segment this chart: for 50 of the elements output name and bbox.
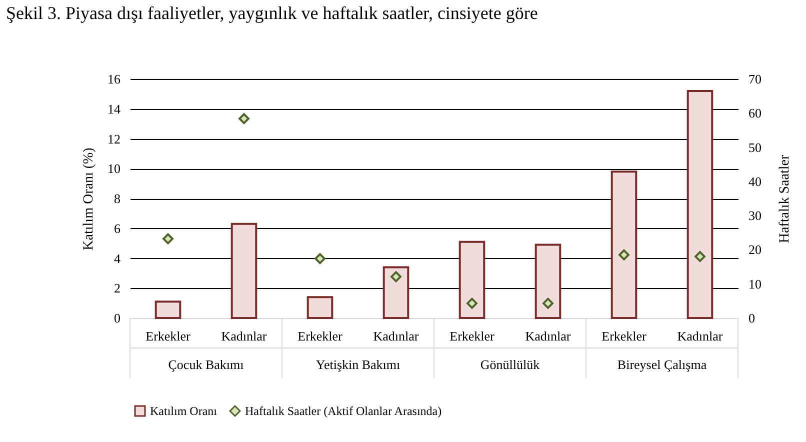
bar [458,240,486,319]
y2-tick-label: 10 [748,276,762,292]
text: Bireysel Çalışma [617,357,707,372]
x-tick-label: Erkekler [602,328,648,344]
point [238,113,250,124]
y-tick-label: 12 [108,131,120,146]
bar [610,170,638,319]
y-tick-label: 8 [114,191,120,206]
point [390,271,402,282]
point [618,249,630,260]
legend-label: Katılım Oranı [150,404,218,418]
y-tick-label: 16 [108,72,121,86]
y2-tick-label: 70 [748,72,762,86]
y2-axis-title: Haftalık Saatler [778,154,792,244]
text: Yetişkin Bakımı [316,357,401,372]
text: Gönüllülük [480,357,540,372]
x-tick-label: Kadınlar [525,328,572,344]
point [694,251,706,262]
bar [686,90,714,319]
x-tick-label: Kadınlar [677,328,724,344]
y2-tick-label: 40 [748,174,762,189]
bar [154,300,182,319]
y2-tick-label: 50 [748,140,762,155]
x-tick-label: Erkekler [450,328,496,344]
y-tick-label: 0 [114,310,120,326]
bar [534,244,562,319]
chart-title: Şekil 3. Piyasa dışı faaliyetler, yaygınlık ve haftalık saatler, cinsiyete göre [6,3,538,23]
y2-tick-label: 0 [748,310,755,326]
bar [306,296,334,319]
y-tick-label: 14 [108,101,121,116]
point [542,298,554,309]
text: Çocuk Bakımı [168,357,244,372]
x-tick-label: Kadınlar [221,328,268,344]
bar [230,222,258,319]
x-tick-label: Erkekler [298,328,344,344]
y-axis-title: Katılım Oranı (%) [82,147,96,250]
y-tick-label: 10 [108,161,120,176]
y-tick-label: 4 [114,250,121,266]
bar [382,266,410,319]
point [314,253,326,264]
x-tick-label: Erkekler [146,328,192,344]
y-tick-label: 2 [114,280,120,296]
y2-tick-label: 20 [748,242,762,258]
y-tick-label: 6 [114,220,121,236]
y2-tick-label: 60 [748,106,762,121]
legend-label: Haftalık Saatler (Aktif Olanlar Arasında) [245,404,442,418]
point [162,233,174,244]
point [466,298,478,309]
y2-tick-label: 30 [748,208,762,224]
x-tick-label: Kadınlar [373,328,420,344]
